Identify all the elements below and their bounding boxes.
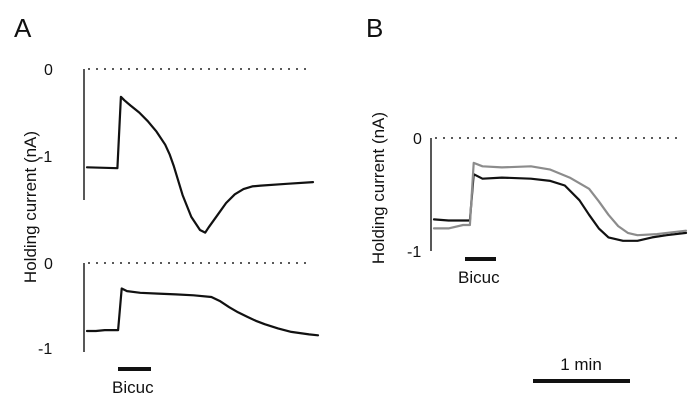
y-tick-label-a-top-1: -1 (38, 149, 52, 166)
panel-letter-a: A (14, 13, 32, 43)
drug-label-b: Bicuc (458, 268, 500, 287)
time-scale-label: 1 min (560, 355, 602, 374)
drug-label-a-bottom: Bicuc (112, 378, 154, 397)
y-tick-label-a-top-0: 0 (44, 62, 53, 79)
y-tick-label-b-0: 0 (413, 131, 422, 148)
y-axis-label-a: Holding current (nA) (21, 131, 40, 283)
y-tick-label-a-bottom-0: 0 (44, 256, 53, 273)
y-axis-label-b: Holding current (nA) (369, 112, 388, 264)
y-tick-label-a-bottom-1: -1 (38, 341, 52, 358)
y-tick-label-b-1: -1 (407, 244, 421, 261)
panel-letter-b: B (366, 13, 383, 43)
trace-a-bottom-0 (85, 287, 320, 337)
trace-a-top-0 (85, 95, 315, 234)
trace-b-1 (432, 161, 688, 237)
plot-layer: A B Holding current (nA) Holding current (n… (14, 13, 688, 397)
